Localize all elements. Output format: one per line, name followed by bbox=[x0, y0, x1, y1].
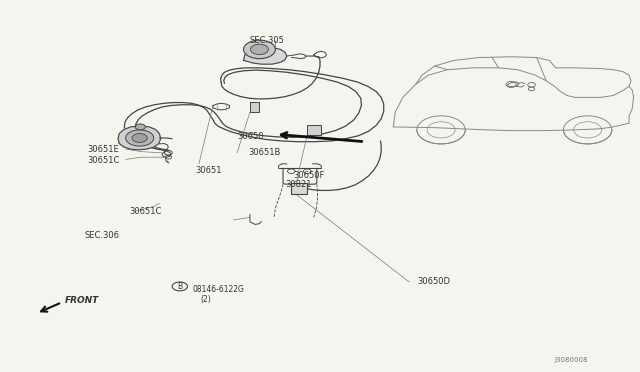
Text: FRONT: FRONT bbox=[65, 296, 99, 305]
Circle shape bbox=[244, 40, 275, 59]
Circle shape bbox=[417, 116, 465, 144]
Text: J3080008: J3080008 bbox=[554, 357, 588, 363]
Text: SEC.305: SEC.305 bbox=[250, 36, 285, 45]
Circle shape bbox=[132, 134, 147, 142]
Polygon shape bbox=[244, 48, 287, 64]
Text: 30651B: 30651B bbox=[248, 148, 281, 157]
Text: SEC.306: SEC.306 bbox=[84, 231, 119, 240]
Polygon shape bbox=[118, 126, 161, 150]
Text: 30651: 30651 bbox=[196, 166, 222, 175]
FancyBboxPatch shape bbox=[250, 102, 259, 112]
Text: 08146-6122G: 08146-6122G bbox=[193, 285, 244, 294]
Text: 30821: 30821 bbox=[285, 180, 312, 189]
Text: 30650: 30650 bbox=[237, 132, 264, 141]
Circle shape bbox=[250, 44, 268, 55]
Text: 30651C: 30651C bbox=[88, 156, 120, 166]
Text: B: B bbox=[177, 282, 182, 291]
Text: 30651C: 30651C bbox=[129, 207, 161, 217]
Text: 30650F: 30650F bbox=[293, 171, 324, 180]
FancyBboxPatch shape bbox=[291, 183, 307, 194]
Circle shape bbox=[563, 116, 612, 144]
Circle shape bbox=[135, 124, 145, 130]
FancyBboxPatch shape bbox=[307, 125, 321, 135]
Circle shape bbox=[125, 130, 154, 146]
Text: 30651E: 30651E bbox=[88, 145, 119, 154]
Text: (2): (2) bbox=[200, 295, 211, 304]
Text: 30650D: 30650D bbox=[417, 278, 450, 286]
